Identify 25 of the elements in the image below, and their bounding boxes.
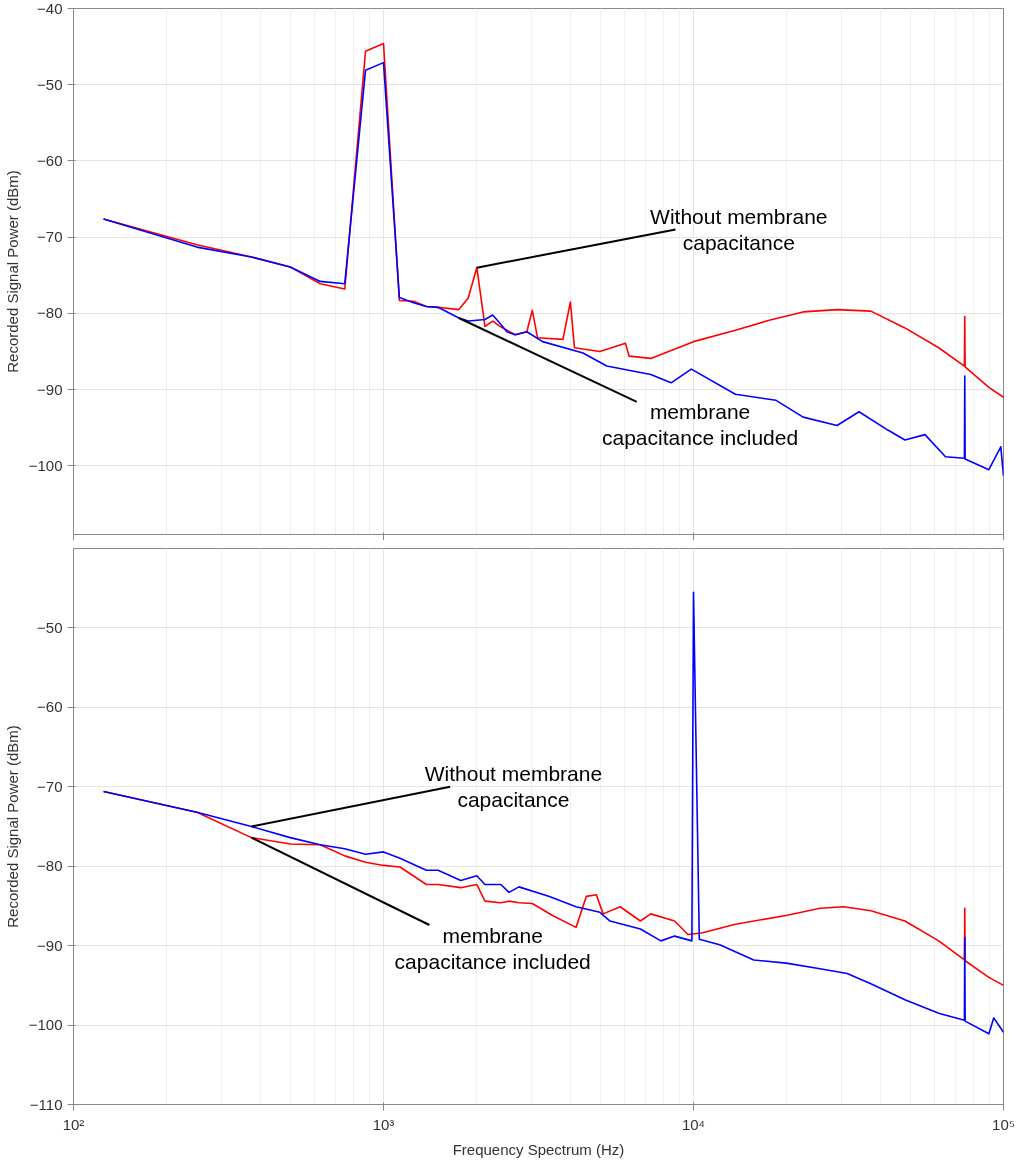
x-tick-label: 10⁴ [681, 1115, 706, 1133]
annotation: membrane capacitance included [602, 400, 799, 450]
y-axis-title: Recorded Signal Power (dBm) [3, 170, 21, 373]
x-tick-label: 10² [62, 1115, 85, 1133]
annotation: Without membrane capacitance [424, 762, 603, 812]
annotation: Without membrane capacitance [650, 205, 828, 255]
y-tick-label: −40 [37, 0, 63, 17]
y-tick-label: −100 [28, 1016, 63, 1034]
y-axis-title: Recorded Signal Power (dBm) [3, 725, 21, 928]
y-tick-label: −80 [37, 857, 63, 875]
y-tick-label: −50 [37, 75, 63, 93]
y-tick-label: −90 [37, 936, 63, 954]
y-tick-label: −70 [37, 228, 63, 246]
y-tick-label: −100 [28, 456, 63, 474]
y-tick-label: −80 [37, 304, 63, 322]
x-axis-title: Frequency Spectrum (Hz) [452, 1140, 625, 1158]
y-tick-label: −70 [37, 777, 63, 795]
x-tick-label: 10⁵ [992, 1115, 1015, 1133]
y-tick-label: −60 [37, 151, 63, 169]
annotation: membrane capacitance included [394, 924, 591, 974]
y-tick-label: −50 [37, 618, 63, 636]
y-tick-label: −60 [37, 698, 63, 716]
x-tick-label: 10³ [372, 1115, 395, 1133]
y-tick-label: −90 [37, 380, 63, 398]
y-tick-label: −110 [29, 1095, 63, 1113]
